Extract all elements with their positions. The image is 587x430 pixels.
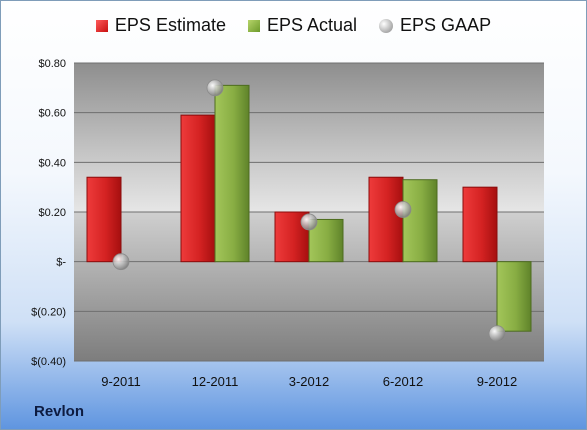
bar-eps-estimate bbox=[462, 186, 498, 263]
legend-item-eps-estimate: EPS Estimate bbox=[95, 15, 226, 36]
legend-swatch-eps-gaap bbox=[379, 18, 394, 33]
legend-item-eps-gaap: EPS GAAP bbox=[379, 15, 491, 36]
x-tick-label: 9-2012 bbox=[477, 374, 517, 389]
y-tick-label: $0.80 bbox=[38, 58, 66, 70]
legend-swatch-eps-actual bbox=[247, 19, 260, 32]
marker-eps-gaap bbox=[206, 79, 224, 97]
x-tick-label: 3-2012 bbox=[289, 374, 329, 389]
bar-eps-estimate bbox=[368, 176, 404, 263]
bar-eps-estimate bbox=[180, 114, 216, 263]
legend: EPS Estimate EPS Actual EPS GAAP bbox=[1, 15, 586, 36]
y-tick-label: $(0.40) bbox=[31, 356, 66, 368]
legend-label-eps-actual: EPS Actual bbox=[266, 15, 358, 35]
y-tick-label: $0.20 bbox=[38, 207, 66, 219]
x-tick-label: 6-2012 bbox=[383, 374, 423, 389]
legend-label-eps-gaap: EPS GAAP bbox=[400, 15, 492, 35]
y-tick-label: $(0.20) bbox=[31, 306, 66, 318]
bar-eps-actual bbox=[496, 261, 532, 332]
marker-eps-gaap bbox=[488, 325, 506, 343]
legend-swatch-eps-estimate bbox=[95, 19, 108, 32]
x-tick-label: 9-2011 bbox=[101, 374, 141, 389]
y-tick-label: $- bbox=[56, 257, 66, 269]
legend-item-eps-actual: EPS Actual bbox=[247, 15, 358, 36]
marker-eps-gaap bbox=[112, 253, 130, 271]
x-tick-label: 12-2011 bbox=[192, 374, 239, 389]
y-tick-label: $0.40 bbox=[38, 157, 66, 169]
legend-label-eps-estimate: EPS Estimate bbox=[114, 15, 226, 35]
bar-eps-actual bbox=[402, 179, 438, 263]
company-label: Revlon bbox=[34, 403, 85, 420]
marker-eps-gaap bbox=[300, 213, 318, 231]
y-tick-label: $0.60 bbox=[38, 108, 66, 120]
bar-eps-estimate bbox=[274, 211, 310, 263]
bar-eps-estimate bbox=[86, 176, 122, 263]
bar-eps-actual bbox=[214, 84, 250, 263]
marker-eps-gaap bbox=[394, 201, 412, 218]
